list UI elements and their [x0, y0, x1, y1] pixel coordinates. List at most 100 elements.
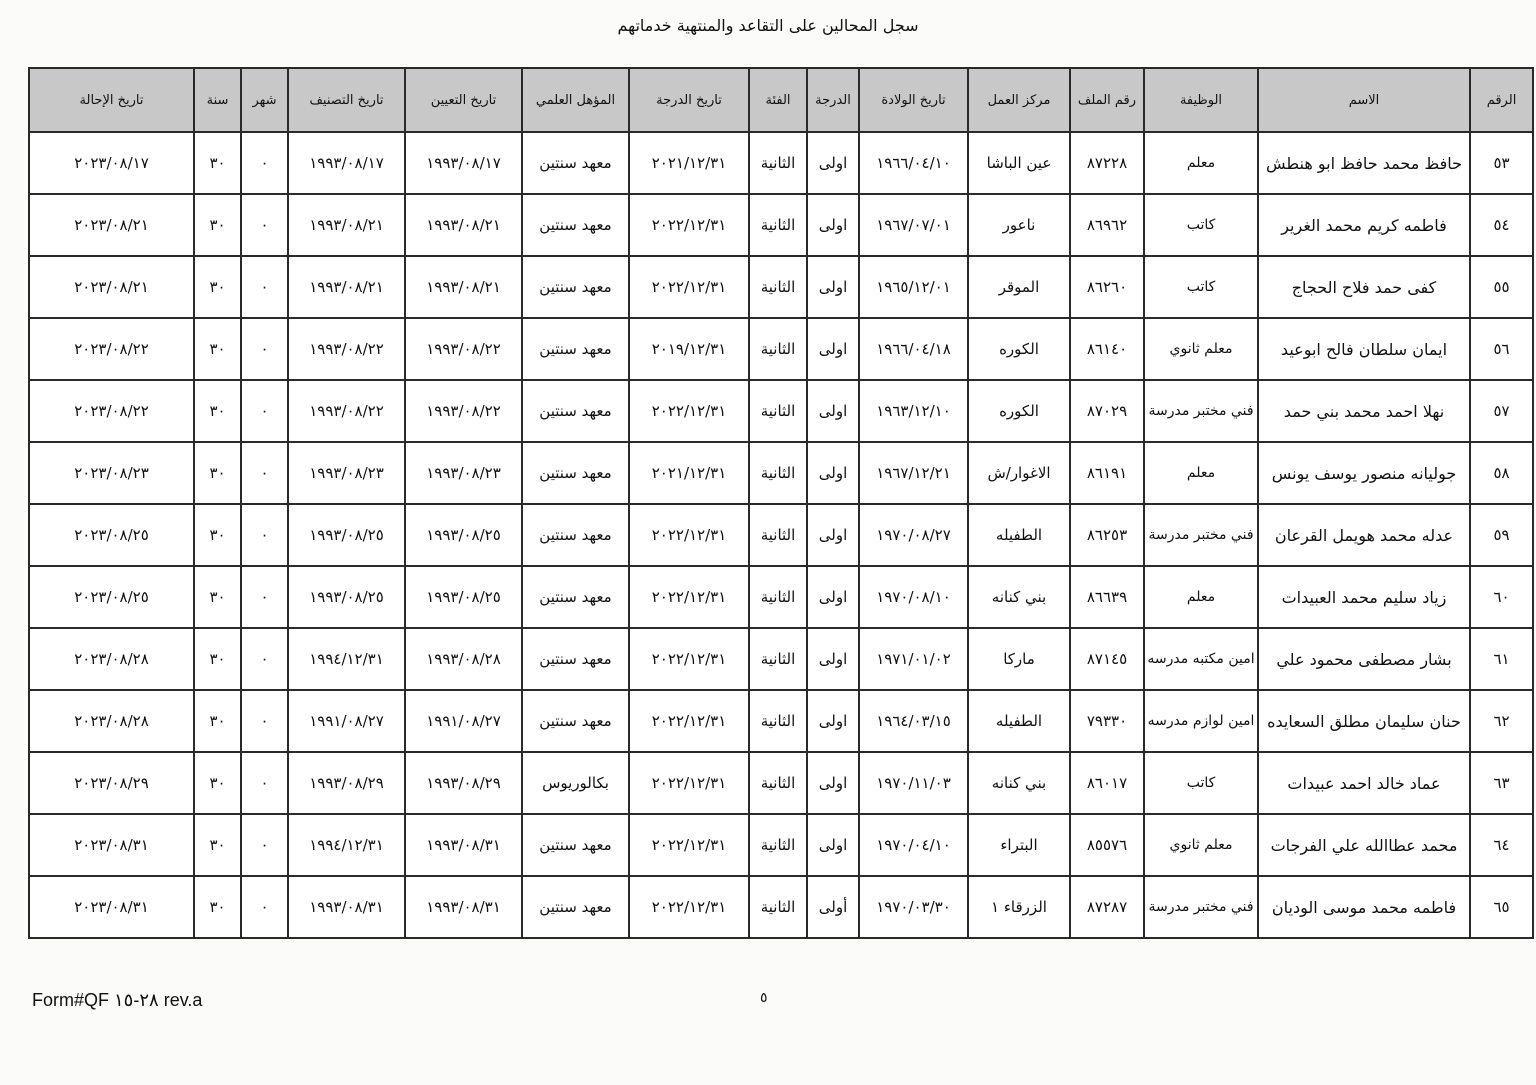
- cell-text: ١٩٩٤/١٢/٣١: [309, 836, 384, 854]
- cell-category: الثانية: [748, 503, 808, 567]
- cell-text: ٨٦٢٥٣: [1086, 526, 1128, 544]
- cell-text: ١٩٩٣/٠٨/٢٩: [309, 774, 384, 792]
- cell-text: الثانية: [760, 278, 796, 296]
- cell-text: ١٩٩٣/٠٨/٢٢: [309, 402, 384, 420]
- cell-text: ١٩٦٧/٠٧/٠١: [876, 216, 951, 234]
- cell-text: ٦٢: [1493, 712, 1510, 730]
- cell-text: ١٩٩٣/٠٨/٢٢: [426, 340, 501, 358]
- cell-month: ٠: [240, 379, 289, 443]
- cell-text: ١٩٦٥/١٢/٠١: [876, 278, 951, 296]
- cell-category: الثانية: [748, 565, 808, 629]
- cell-qualification: معهد سنتين: [521, 689, 630, 753]
- cell-text: ١٩٩٣/٠٨/٢٢: [309, 340, 384, 358]
- cell-number: ٦٣: [1469, 751, 1534, 815]
- cell-category: الثانية: [748, 813, 808, 877]
- column-header-category: الفئة: [748, 67, 808, 133]
- cell-text: ١٩٩٣/٠٨/٣١: [426, 898, 501, 916]
- cell-grade: اولى: [806, 379, 860, 443]
- cell-text: ٢٠٢٢/١٢/٣١: [651, 216, 727, 234]
- cell-text: معهد سنتين: [539, 464, 612, 482]
- table-row: ٥٣ حافظ محمد حافظ ابو هنطش معلم ٨٧٢٢٨ عين ال…: [28, 131, 1534, 195]
- cell-text: اولى: [818, 650, 848, 668]
- cell-grade-date: ٢٠٢١/١٢/٣١: [628, 131, 750, 195]
- cell-text: ١٩٩٣/٠٨/٢٨: [426, 650, 501, 668]
- cell-job: كاتب: [1143, 751, 1259, 815]
- cell-name: محمد عطاالله علي الفرجات: [1257, 813, 1471, 877]
- cell-category: الثانية: [748, 379, 808, 443]
- page-number: ٥: [760, 990, 768, 1006]
- cell-month: ٠: [240, 627, 289, 691]
- cell-text: الثانية: [760, 898, 796, 916]
- cell-text: اولى: [818, 278, 848, 296]
- cell-number: ٥٨: [1469, 441, 1534, 505]
- cell-text: الثانية: [760, 340, 796, 358]
- cell-text: ١٩٦٤/٠٣/١٥: [876, 712, 951, 730]
- cell-text: معلم: [1186, 589, 1216, 605]
- cell-work-center: بني كنانه: [967, 751, 1071, 815]
- cell-text: ناعور: [1002, 216, 1036, 234]
- cell-year: ٣٠: [193, 875, 242, 939]
- cell-text: ١٩٧٠/٠٣/٣٠: [876, 898, 951, 916]
- table-row: ٥٦ ايمان سلطان فالح ابوعيد معلم ثانوي ٨٦١٤٠…: [28, 317, 1534, 381]
- cell-text: ١٩٦٧/١٢/٢١: [876, 464, 951, 482]
- table-row: ٦٤ محمد عطاالله علي الفرجات معلم ثانوي ٨٥٥٧…: [28, 813, 1534, 877]
- cell-number: ٦٢: [1469, 689, 1534, 753]
- cell-text: اولى: [818, 712, 848, 730]
- cell-birth-date: ١٩٧٠/٠٤/١٠: [858, 813, 969, 877]
- cell-text: ١٩٦٦/٠٤/١٨: [876, 340, 951, 358]
- cell-appointment-date: ١٩٩٣/٠٨/١٧: [404, 131, 523, 195]
- cell-grade-date: ٢٠٢٢/١٢/٣١: [628, 565, 750, 629]
- cell-birth-date: ١٩٧٠/٠٨/١٠: [858, 565, 969, 629]
- cell-grade-date: ٢٠٢٢/١٢/٣١: [628, 875, 750, 939]
- cell-text: ١٩٩٣/٠٨/٢٩: [426, 774, 501, 792]
- cell-text: كاتب: [1186, 217, 1216, 233]
- cell-text: ٢٠٢٣/٠٨/٣١: [74, 836, 149, 854]
- cell-text: بكالوريوس: [542, 774, 609, 792]
- cell-work-center: الاغوار/ش: [967, 441, 1071, 505]
- cell-grade: أولى: [806, 875, 860, 939]
- cell-qualification: معهد سنتين: [521, 441, 630, 505]
- cell-text: ١٩٩٣/٠٨/٢٢: [426, 402, 501, 420]
- cell-grade-date: ٢٠٢٢/١٢/٣١: [628, 193, 750, 257]
- cell-month: ٠: [240, 503, 289, 567]
- column-header-file-number: رقم الملف: [1069, 67, 1145, 133]
- cell-text: ١٩٩٣/٠٨/٢١: [309, 278, 384, 296]
- cell-job: معلم ثانوي: [1143, 813, 1259, 877]
- cell-text: ٢٠٢٣/٠٨/١٧: [74, 154, 149, 172]
- cell-text: ٣٠: [209, 402, 226, 420]
- table-row: ٥٤ فاطمه كريم محمد الغرير كاتب ٨٦٩٦٢ ناعور ١٩…: [28, 193, 1534, 257]
- cell-name: بشار مصطفى محمود علي: [1257, 627, 1471, 691]
- cell-classification-date: ١٩٩٣/٠٨/٢٥: [287, 565, 406, 629]
- cell-grade-date: ٢٠٢٢/١٢/٣١: [628, 627, 750, 691]
- cell-text: ٠: [260, 898, 269, 916]
- cell-grade: اولى: [806, 131, 860, 195]
- cell-text: اولى: [818, 526, 848, 544]
- cell-text: ٣٠: [209, 588, 226, 606]
- cell-text: الثانية: [760, 774, 796, 792]
- cell-text: كفى حمد فلاح الحجاج: [1291, 277, 1437, 297]
- cell-birth-date: ١٩٦٥/١٢/٠١: [858, 255, 969, 319]
- cell-name: حافظ محمد حافظ ابو هنطش: [1257, 131, 1471, 195]
- cell-text: ٠: [260, 402, 269, 420]
- cell-category: الثانية: [748, 193, 808, 257]
- cell-text: ٢٠٢٢/١٢/٣١: [651, 278, 727, 296]
- cell-text: اولى: [818, 216, 848, 234]
- cell-text: اولى: [818, 154, 848, 172]
- cell-text: ١٩٩٣/٠٨/٢١: [309, 216, 384, 234]
- cell-year: ٣٠: [193, 627, 242, 691]
- cell-text: ٣٠: [209, 340, 226, 358]
- cell-text: ٨٦٢٦٠: [1086, 278, 1128, 296]
- cell-work-center: عين الباشا: [967, 131, 1071, 195]
- cell-text: ٥٦: [1493, 340, 1510, 358]
- cell-name: فاطمه محمد موسى الوديان: [1257, 875, 1471, 939]
- cell-month: ٠: [240, 751, 289, 815]
- cell-file-number: ٨٦٠١٧: [1069, 751, 1145, 815]
- cell-text: الثانية: [760, 154, 796, 172]
- cell-name: عدله محمد هويمل القرعان: [1257, 503, 1471, 567]
- cell-text: ١٩٩٣/٠٨/٢٣: [426, 464, 501, 482]
- cell-classification-date: ١٩٩١/٠٨/٢٧: [287, 689, 406, 753]
- cell-text: ٢٠٢٣/٠٨/٢١: [74, 216, 149, 234]
- cell-grade: اولى: [806, 255, 860, 319]
- cell-appointment-date: ١٩٩٣/٠٨/٢٥: [404, 565, 523, 629]
- cell-text: عدله محمد هويمل القرعان: [1274, 525, 1454, 545]
